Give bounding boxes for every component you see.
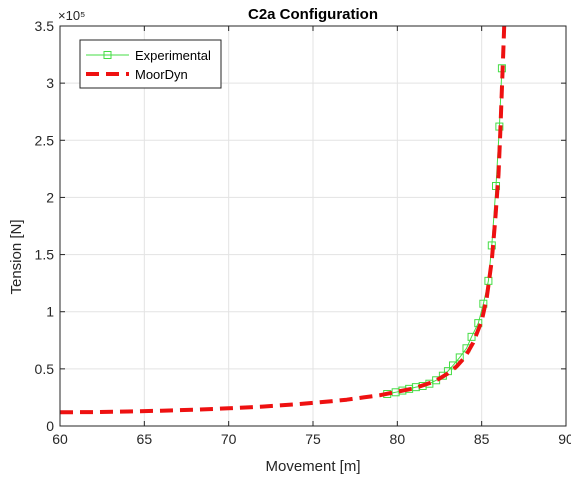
series-layer xyxy=(60,26,507,415)
x-tick-label: 90 xyxy=(558,431,571,447)
y-tick-label: 2 xyxy=(46,189,54,205)
chart-title: C2a Configuration xyxy=(248,6,378,23)
y-tick-label: 3 xyxy=(46,75,54,91)
tick-labels: 60 65 70 75 80 85 90 0 0.5 1 1.5 2 2.5 3 3.5 xyxy=(35,18,571,447)
data-point-marker xyxy=(467,332,476,341)
y-tick-label: 1.5 xyxy=(35,247,55,263)
x-tick-label: 80 xyxy=(390,431,406,447)
y-tick-label: 2.5 xyxy=(35,132,55,148)
x-tick-label: 70 xyxy=(221,431,237,447)
x-tick-label: 85 xyxy=(474,431,490,447)
series-clip-group xyxy=(60,26,507,415)
legend-marker xyxy=(103,51,112,59)
axes xyxy=(59,25,567,427)
legend-box xyxy=(79,39,222,89)
legend-label: Experimental xyxy=(135,48,211,63)
x-axis-label: Movement [m] xyxy=(265,458,360,475)
x-tick-label: 75 xyxy=(305,431,321,447)
y-axis-label: Tension [N] xyxy=(8,219,25,294)
x-tick-label: 65 xyxy=(137,431,153,447)
y-tick-label: 0.5 xyxy=(35,361,55,377)
y-tick-label: 1 xyxy=(46,304,54,320)
legend: Experimental MoorDyn xyxy=(79,39,222,89)
y-tick-label: 0 xyxy=(46,418,54,434)
y-axis-exponent: ×10⁵ xyxy=(58,8,85,23)
legend-label: MoorDyn xyxy=(135,67,188,82)
x-tick-label: 60 xyxy=(52,431,68,447)
y-tick-label: 3.5 xyxy=(35,18,55,34)
